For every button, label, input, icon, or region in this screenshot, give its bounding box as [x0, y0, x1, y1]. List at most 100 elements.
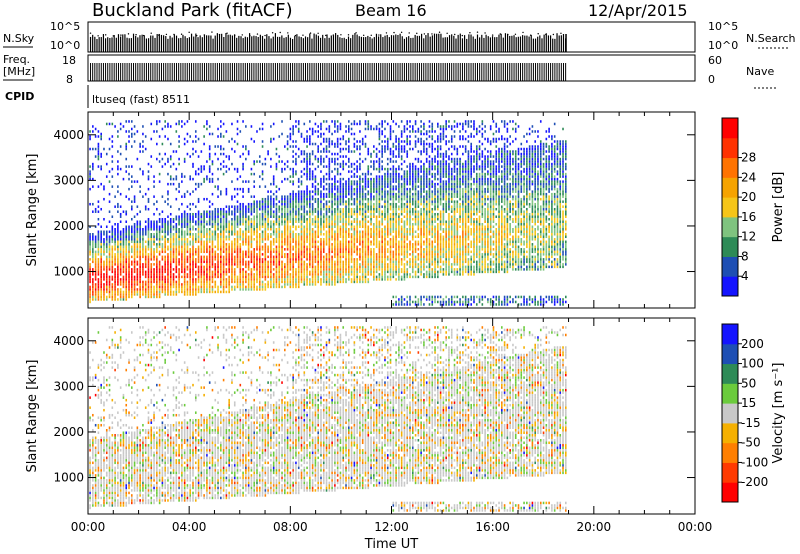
range-cell	[186, 293, 189, 296]
range-cell	[217, 167, 219, 171]
range-cell	[231, 255, 233, 259]
range-cell	[208, 167, 211, 171]
range-cell	[256, 222, 258, 226]
range-cell	[261, 263, 264, 266]
nave-tick-bottom: 0	[708, 73, 715, 86]
range-cell	[242, 165, 244, 168]
range-cell	[381, 260, 383, 264]
range-cell	[250, 230, 253, 234]
range-cell	[256, 160, 258, 163]
range-cell	[325, 278, 328, 281]
range-cell	[169, 165, 172, 168]
range-cell	[217, 157, 219, 161]
range-cell	[239, 260, 242, 264]
range-cell	[100, 293, 102, 296]
range-cell	[97, 230, 100, 234]
range-cell	[281, 260, 283, 264]
range-cell	[231, 245, 233, 249]
range-cell	[356, 165, 358, 168]
range-cell	[258, 250, 261, 254]
range-cell	[297, 263, 300, 266]
range-cell	[117, 278, 119, 281]
range-cell	[347, 268, 350, 271]
range-cell	[381, 212, 383, 216]
range-cell	[364, 120, 367, 123]
range-cell	[103, 275, 105, 279]
range-cell	[169, 157, 172, 161]
range-cell	[133, 225, 136, 229]
range-cell	[242, 205, 244, 208]
range-cell	[156, 285, 158, 289]
range-cell	[322, 205, 325, 208]
nsearch-point	[476, 31, 479, 33]
range-cell	[108, 122, 111, 126]
range-cell	[100, 155, 102, 158]
range-cell	[250, 280, 253, 284]
range-cell	[147, 260, 150, 264]
range-cell	[347, 240, 350, 244]
range-cell	[350, 207, 353, 211]
range-cell	[300, 160, 303, 163]
range-cell	[231, 285, 233, 289]
range-cell	[108, 268, 111, 271]
range-cell	[350, 253, 353, 256]
range-cell	[373, 268, 375, 271]
range-cell	[281, 180, 283, 183]
range-cell	[347, 120, 350, 123]
range-cell	[172, 220, 175, 223]
range-cell	[278, 222, 281, 226]
range-cell	[183, 290, 186, 294]
range-cell	[295, 172, 297, 176]
range-cell	[250, 228, 253, 231]
range-cell	[130, 135, 133, 138]
range-cell	[336, 152, 339, 156]
range-cell	[194, 172, 197, 176]
range-cell	[286, 197, 289, 201]
range-cell	[231, 217, 233, 221]
range-cell	[130, 275, 133, 279]
range-cell	[331, 177, 333, 181]
range-cell	[270, 225, 272, 229]
range-cell	[286, 142, 289, 146]
range-cell	[183, 220, 186, 223]
range-cell	[392, 295, 395, 299]
range-cell	[317, 268, 319, 271]
range-cell	[328, 187, 331, 191]
range-cell	[381, 248, 383, 251]
range-cell	[236, 225, 239, 229]
range-cell	[105, 233, 108, 236]
range-cell	[103, 285, 105, 289]
range-cell	[320, 127, 322, 131]
range-cell	[256, 228, 258, 231]
range-cell	[128, 270, 130, 274]
range-cell	[258, 263, 261, 266]
range-cell	[214, 220, 217, 223]
range-cell	[292, 180, 294, 183]
range-cell	[136, 225, 139, 229]
range-cell	[97, 295, 100, 299]
range-cell	[264, 268, 267, 271]
range-cell	[306, 167, 308, 171]
range-cell	[256, 230, 258, 234]
range-cell	[300, 135, 303, 138]
range-cell	[133, 197, 136, 201]
range-cell	[122, 230, 125, 234]
range-cell	[178, 222, 180, 226]
range-cell	[117, 167, 119, 171]
range-cell	[345, 147, 347, 151]
range-cell	[245, 255, 247, 259]
range-cell	[325, 265, 328, 269]
range-cell	[153, 258, 155, 261]
range-cell	[306, 245, 308, 249]
range-cell	[375, 160, 378, 163]
range-cell	[292, 182, 294, 186]
range-cell	[97, 205, 100, 208]
range-cell	[328, 248, 331, 251]
range-cell	[295, 243, 297, 246]
range-cell	[186, 250, 189, 254]
range-cell	[164, 250, 166, 254]
range-cell	[392, 167, 395, 171]
range-cell	[311, 210, 314, 213]
range-cell	[253, 162, 256, 166]
range-cell	[386, 200, 389, 203]
